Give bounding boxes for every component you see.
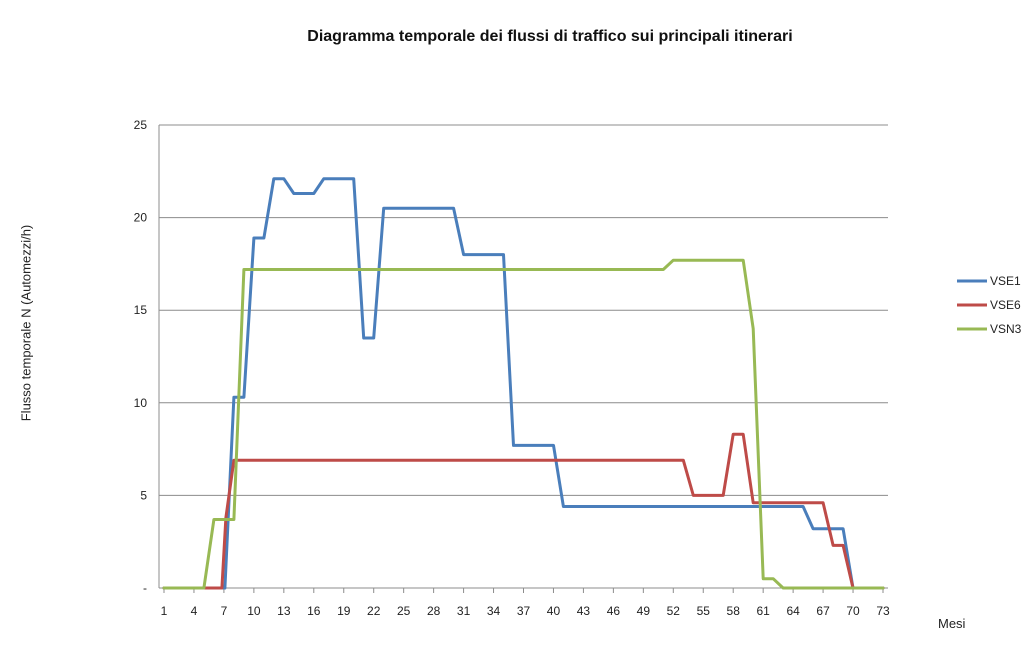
x-tick-label: 64 <box>786 604 800 618</box>
x-tick-label: 46 <box>607 604 621 618</box>
y-tick-label: 15 <box>134 303 148 317</box>
series-line-vsn3 <box>162 258 885 590</box>
y-tick-label: 25 <box>134 118 148 132</box>
x-tick-label: 31 <box>457 604 471 618</box>
x-tick-label: 13 <box>277 604 291 618</box>
x-tick-label: 67 <box>816 604 830 618</box>
x-tick-label: 61 <box>756 604 770 618</box>
x-tick-label: 1 <box>161 604 168 618</box>
x-tick-label: 16 <box>307 604 321 618</box>
x-tick-label: 43 <box>577 604 591 618</box>
legend-label-vsn3: VSN3 <box>990 322 1022 336</box>
legend-label-vse6: VSE6 <box>990 298 1021 312</box>
y-tick-label: 20 <box>134 211 148 225</box>
x-tick-label: 37 <box>517 604 531 618</box>
x-tick-label: 10 <box>247 604 261 618</box>
x-tick-label: 52 <box>667 604 681 618</box>
series-line-vse1 <box>162 177 885 590</box>
x-tick-label: 7 <box>221 604 228 618</box>
x-tick-label: 58 <box>727 604 741 618</box>
x-tick-label: 19 <box>337 604 351 618</box>
chart-title: Diagramma temporale dei flussi di traffi… <box>307 28 793 45</box>
x-tick-label: 28 <box>427 604 441 618</box>
x-tick-label: 73 <box>876 604 890 618</box>
y-tick-label: 5 <box>140 488 147 502</box>
x-tick-label: 40 <box>547 604 561 618</box>
y-tick-label: 10 <box>134 396 148 410</box>
legend-label-vse1: VSE1 <box>990 274 1021 288</box>
x-tick-label: 55 <box>697 604 711 618</box>
x-axis-label: Mesi <box>938 616 966 631</box>
y-tick-label: - <box>143 581 147 595</box>
series-line-vse6 <box>162 432 885 590</box>
x-tick-label: 4 <box>191 604 198 618</box>
x-tick-label: 25 <box>397 604 411 618</box>
x-tick-label: 34 <box>487 604 501 618</box>
x-tick-label: 22 <box>367 604 381 618</box>
x-tick-label: 70 <box>846 604 860 618</box>
x-tick-label: 49 <box>637 604 651 618</box>
